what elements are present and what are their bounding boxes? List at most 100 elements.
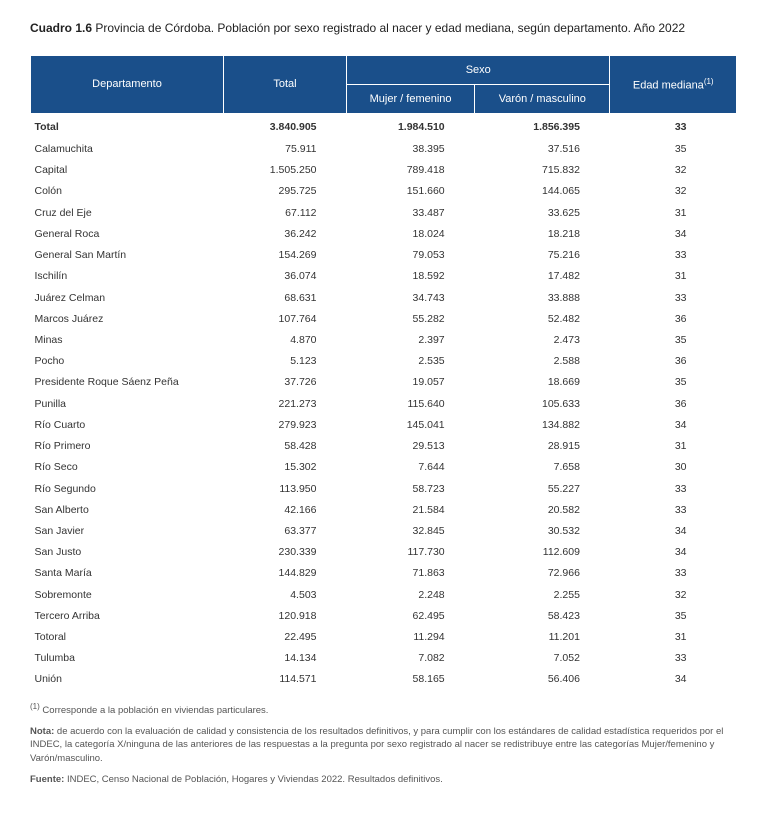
table-row: San Javier63.37732.84530.53234: [31, 521, 737, 542]
cell-male: 75.216: [475, 245, 610, 266]
note-label: Nota:: [30, 726, 54, 737]
cell-total: 14.134: [224, 648, 347, 669]
cell-male: 18.218: [475, 224, 610, 245]
table-row: Sobremonte4.5032.2482.25532: [31, 585, 737, 606]
cell-male: 55.227: [475, 479, 610, 500]
cell-total: 37.726: [224, 372, 347, 393]
cell-male: 105.633: [475, 394, 610, 415]
cell-male: 18.669: [475, 372, 610, 393]
cell-department: General Roca: [31, 224, 224, 245]
cell-total: 68.631: [224, 288, 347, 309]
cell-age: 35: [610, 330, 737, 351]
table-row: San Alberto42.16621.58420.58233: [31, 500, 737, 521]
cell-department: Río Segundo: [31, 479, 224, 500]
table-row: Juárez Celman68.63134.74333.88833: [31, 288, 737, 309]
cell-department: Tulumba: [31, 648, 224, 669]
table-row: Punilla221.273115.640105.63336: [31, 394, 737, 415]
table-row: Tulumba14.1347.0827.05233: [31, 648, 737, 669]
cell-female: 151.660: [347, 181, 475, 202]
cell-male: 7.658: [475, 457, 610, 478]
cell-age: 32: [610, 585, 737, 606]
cell-total: 67.112: [224, 203, 347, 224]
cell-male: 52.482: [475, 309, 610, 330]
cell-age: 32: [610, 181, 737, 202]
table-row: Pocho5.1232.5352.58836: [31, 351, 737, 372]
table-row: Colón295.725151.660144.06532: [31, 181, 737, 202]
table-row: General San Martín154.26979.05375.21633: [31, 245, 737, 266]
table-row: Presidente Roque Sáenz Peña37.72619.0571…: [31, 372, 737, 393]
cell-department: Tercero Arriba: [31, 606, 224, 627]
cell-total: 42.166: [224, 500, 347, 521]
cell-total: 22.495: [224, 627, 347, 648]
cell-male: 2.588: [475, 351, 610, 372]
cell-total: 4.870: [224, 330, 347, 351]
cell-age: 31: [610, 203, 737, 224]
cell-female: 2.248: [347, 585, 475, 606]
header-median-age: Edad mediana(1): [610, 55, 737, 113]
cell-male: 33.888: [475, 288, 610, 309]
cell-age: 31: [610, 266, 737, 287]
cell-female: 21.584: [347, 500, 475, 521]
cell-female: 62.495: [347, 606, 475, 627]
cell-male: 58.423: [475, 606, 610, 627]
cell-age: 34: [610, 542, 737, 563]
cell-female: 115.640: [347, 394, 475, 415]
cell-age: 30: [610, 457, 737, 478]
table-row: General Roca36.24218.02418.21834: [31, 224, 737, 245]
cell-department: Río Seco: [31, 457, 224, 478]
header-female: Mujer / femenino: [347, 84, 475, 113]
title-prefix: Cuadro 1.6: [30, 21, 92, 35]
table-row: Ischilín36.07418.59217.48231: [31, 266, 737, 287]
cell-total: 75.911: [224, 139, 347, 160]
cell-female: 2.397: [347, 330, 475, 351]
totals-age: 33: [610, 113, 737, 139]
cell-female: 79.053: [347, 245, 475, 266]
source-text: INDEC, Censo Nacional de Población, Hoga…: [64, 774, 442, 785]
cell-male: 28.915: [475, 436, 610, 457]
cell-male: 134.882: [475, 415, 610, 436]
cell-department: Santa María: [31, 563, 224, 584]
cell-department: Río Primero: [31, 436, 224, 457]
totals-male: 1.856.395: [475, 113, 610, 139]
totals-total: 3.840.905: [224, 113, 347, 139]
cell-age: 34: [610, 224, 737, 245]
table-row: Río Seco15.3027.6447.65830: [31, 457, 737, 478]
cell-male: 2.473: [475, 330, 610, 351]
cell-total: 15.302: [224, 457, 347, 478]
cell-male: 144.065: [475, 181, 610, 202]
cell-department: San Javier: [31, 521, 224, 542]
cell-total: 1.505.250: [224, 160, 347, 181]
footnote-text: Corresponde a la población en viviendas …: [40, 705, 269, 716]
cell-male: 37.516: [475, 139, 610, 160]
cell-total: 221.273: [224, 394, 347, 415]
cell-male: 2.255: [475, 585, 610, 606]
footnote: (1) Corresponde a la población en vivien…: [30, 701, 737, 717]
note: Nota: de acuerdo con la evaluación de ca…: [30, 725, 737, 765]
cell-age: 33: [610, 648, 737, 669]
cell-female: 7.082: [347, 648, 475, 669]
cell-age: 34: [610, 669, 737, 690]
cell-total: 58.428: [224, 436, 347, 457]
cell-female: 19.057: [347, 372, 475, 393]
cell-female: 33.487: [347, 203, 475, 224]
cell-age: 33: [610, 563, 737, 584]
table-row: Unión114.57158.16556.40634: [31, 669, 737, 690]
cell-total: 144.829: [224, 563, 347, 584]
cell-department: Colón: [31, 181, 224, 202]
cell-total: 114.571: [224, 669, 347, 690]
cell-male: 72.966: [475, 563, 610, 584]
title-rest: Provincia de Córdoba. Población por sexo…: [92, 21, 685, 35]
table-row: Minas4.8702.3972.47335: [31, 330, 737, 351]
cell-female: 71.863: [347, 563, 475, 584]
cell-department: General San Martín: [31, 245, 224, 266]
cell-department: Pocho: [31, 351, 224, 372]
cell-age: 33: [610, 288, 737, 309]
cell-age: 31: [610, 627, 737, 648]
totals-female: 1.984.510: [347, 113, 475, 139]
cell-female: 11.294: [347, 627, 475, 648]
cell-female: 32.845: [347, 521, 475, 542]
cell-male: 715.832: [475, 160, 610, 181]
cell-department: Calamuchita: [31, 139, 224, 160]
cell-female: 145.041: [347, 415, 475, 436]
table-row: Cruz del Eje67.11233.48733.62531: [31, 203, 737, 224]
